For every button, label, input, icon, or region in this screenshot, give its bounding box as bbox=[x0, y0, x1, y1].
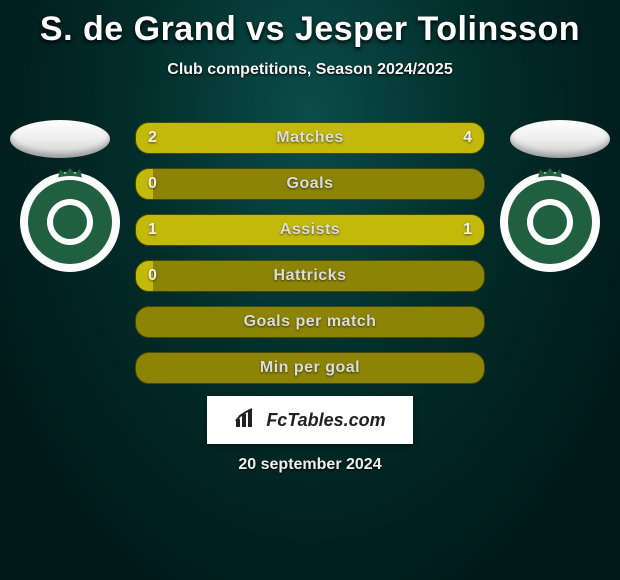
player-right-nameplate bbox=[510, 120, 610, 158]
stat-label: Goals bbox=[136, 169, 484, 199]
date-label: 20 september 2024 bbox=[0, 456, 620, 474]
stat-row: Goals0 bbox=[135, 168, 485, 200]
stat-value-left: 2 bbox=[148, 123, 157, 153]
stat-value-left: 0 bbox=[148, 169, 157, 199]
stat-value-right: 4 bbox=[463, 123, 472, 153]
player-right-club-badge bbox=[500, 172, 600, 272]
stat-value-right: 1 bbox=[463, 215, 472, 245]
stat-bars: Matches24Goals0Assists11Hattricks0Goals … bbox=[135, 122, 485, 398]
stat-value-left: 1 bbox=[148, 215, 157, 245]
stat-label: Goals per match bbox=[136, 307, 484, 337]
brand-chart-icon bbox=[234, 407, 260, 434]
stat-label: Hattricks bbox=[136, 261, 484, 291]
page-subtitle: Club competitions, Season 2024/2025 bbox=[0, 61, 620, 79]
stat-row: Min per goal bbox=[135, 352, 485, 384]
stat-row: Goals per match bbox=[135, 306, 485, 338]
page-title: S. de Grand vs Jesper Tolinsson bbox=[0, 0, 620, 49]
stat-row: Hattricks0 bbox=[135, 260, 485, 292]
brand-name: FcTables.com bbox=[266, 410, 385, 431]
stat-row: Assists1 1 bbox=[135, 214, 485, 246]
comparison-card: S. de Grand vs Jesper Tolinsson Club com… bbox=[0, 0, 620, 580]
stat-label: Min per goal bbox=[136, 353, 484, 383]
brand-box: FcTables.com bbox=[207, 396, 413, 444]
stat-label: Assists bbox=[136, 215, 484, 245]
player-left-nameplate bbox=[10, 120, 110, 158]
stat-row: Matches2 4 bbox=[135, 122, 485, 154]
stat-value-left: 0 bbox=[148, 261, 157, 291]
player-left-club-badge bbox=[20, 172, 120, 272]
stat-label: Matches bbox=[136, 123, 484, 153]
